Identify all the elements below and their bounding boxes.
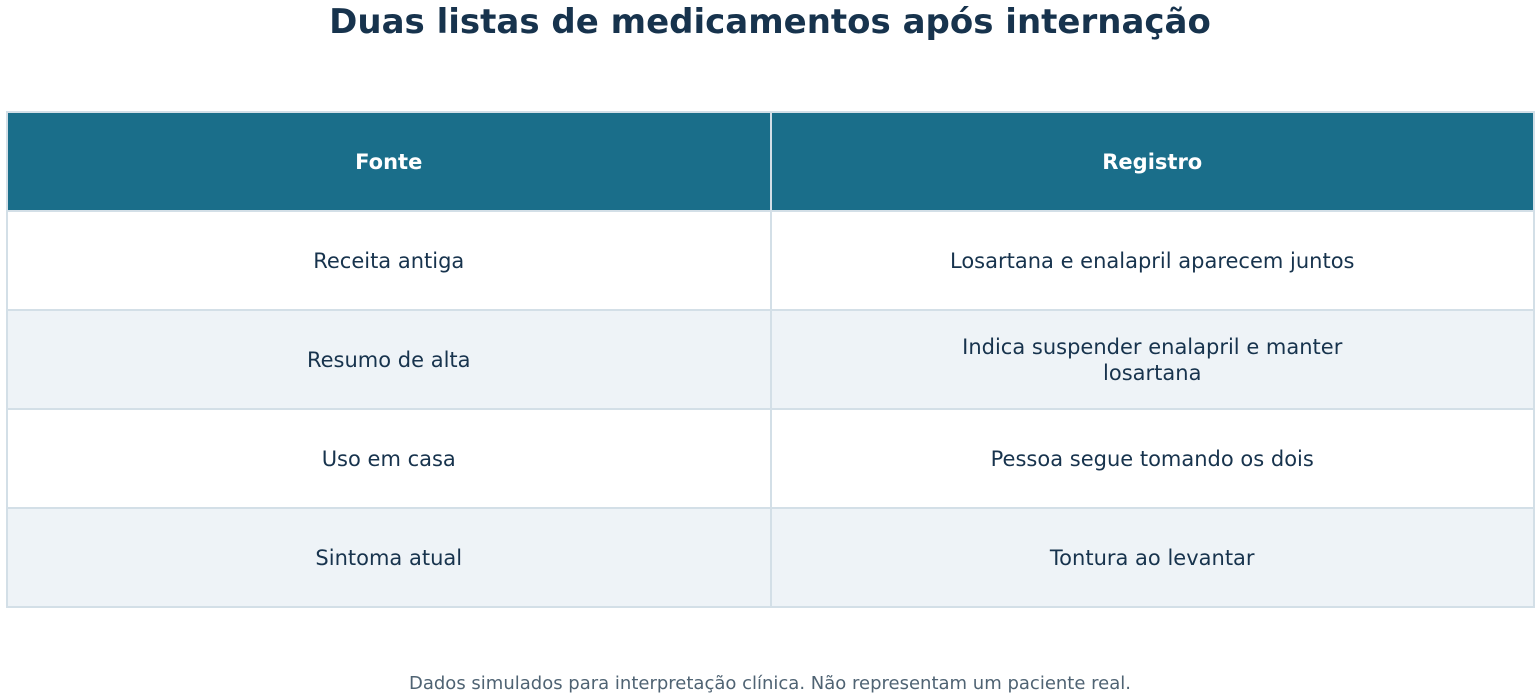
table-cell: Receita antiga bbox=[6, 210, 772, 311]
cell-text: Losartana e enalapril aparecem juntos bbox=[949, 248, 1355, 273]
table: Fonte Registro Receita antiga Losartana e … bbox=[6, 111, 1535, 608]
table-row: Resumo de alta Indica suspender enalapril… bbox=[6, 309, 1535, 410]
footnote: Dados simulados para interpretação clíni… bbox=[408, 673, 1131, 694]
cell-text: Sintoma atual bbox=[315, 545, 463, 570]
title: Duas listas de medicamentos após interna… bbox=[329, 2, 1211, 42]
header-cell: Fonte bbox=[6, 111, 772, 212]
table-cell: Uso em casa bbox=[6, 408, 772, 509]
table-body: Receita antiga Losartana e enalapril apar… bbox=[6, 210, 1535, 608]
table-cell: Indica suspender enalapril e manter losa… bbox=[769, 309, 1535, 410]
cell-text: Pessoa segue tomando os dois bbox=[990, 446, 1314, 471]
table-cell: Tontura ao levantar bbox=[769, 507, 1535, 608]
cell-text: Tontura ao levantar bbox=[1049, 545, 1255, 570]
table-header: Fonte Registro bbox=[6, 111, 1535, 212]
table-row: Uso em casa Pessoa segue tomando os dois bbox=[6, 408, 1535, 509]
table-cell: Sintoma atual bbox=[6, 507, 772, 608]
header-row: Fonte Registro bbox=[6, 111, 1535, 212]
header-cell: Registro bbox=[769, 111, 1535, 212]
table-cell: Losartana e enalapril aparecem juntos bbox=[769, 210, 1535, 311]
table-row: Receita antiga Losartana e enalapril apar… bbox=[6, 210, 1535, 311]
cell-text: Resumo de alta bbox=[306, 347, 471, 372]
table-cell: Resumo de alta bbox=[6, 309, 772, 410]
cell-text: Uso em casa bbox=[321, 446, 456, 471]
cell-text: Indica suspender enalapril e manter losa… bbox=[962, 334, 1343, 385]
cell-text: Receita antiga bbox=[313, 248, 465, 273]
table-row: Sintoma atual Tontura ao levantar bbox=[6, 507, 1535, 608]
table-cell: Pessoa segue tomando os dois bbox=[769, 408, 1535, 509]
